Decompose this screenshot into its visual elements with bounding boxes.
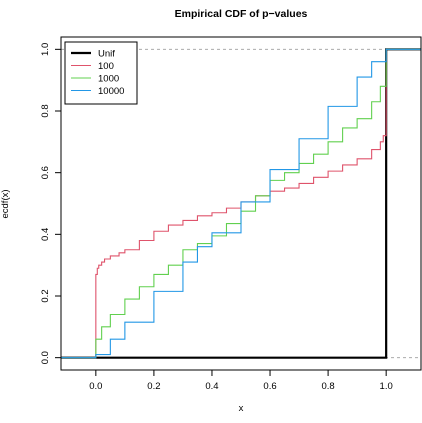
x-axis-title: x xyxy=(239,403,244,414)
legend-label-Unif: Unif xyxy=(98,49,115,60)
x-tick-label: 1.0 xyxy=(380,381,393,392)
y-tick-label: 1.0 xyxy=(40,43,51,56)
y-axis-title: ecdf(x) xyxy=(0,189,11,218)
y-tick-label: 0.0 xyxy=(40,351,51,364)
plot-frame xyxy=(60,36,422,371)
x-tick-label: 0.8 xyxy=(321,381,334,392)
x-tick-label: 0.6 xyxy=(263,381,276,392)
y-tick-label: 0.6 xyxy=(40,166,51,179)
legend-label-100: 100 xyxy=(98,61,114,72)
plot-area: 0.0 0.2 0.4 0.6 0.8 1.0 0.0 0.2 0.4 0.6 0.8 1.0 Unif… xyxy=(40,36,422,392)
y-tick-label: 0.8 xyxy=(40,104,51,117)
series-line-100 xyxy=(61,48,421,359)
legend-label-10000: 10000 xyxy=(98,86,124,97)
chart-title: Empirical CDF of p−values xyxy=(175,8,308,20)
x-tick-label: 0.0 xyxy=(89,381,102,392)
series-line-10000 xyxy=(61,48,421,359)
legend-label-1000: 1000 xyxy=(98,74,119,85)
x-tick-label: 0.2 xyxy=(147,381,160,392)
x-tick-label: 0.4 xyxy=(205,381,218,392)
y-tick-label: 0.4 xyxy=(40,228,51,241)
y-tick-label: 0.2 xyxy=(40,289,51,302)
